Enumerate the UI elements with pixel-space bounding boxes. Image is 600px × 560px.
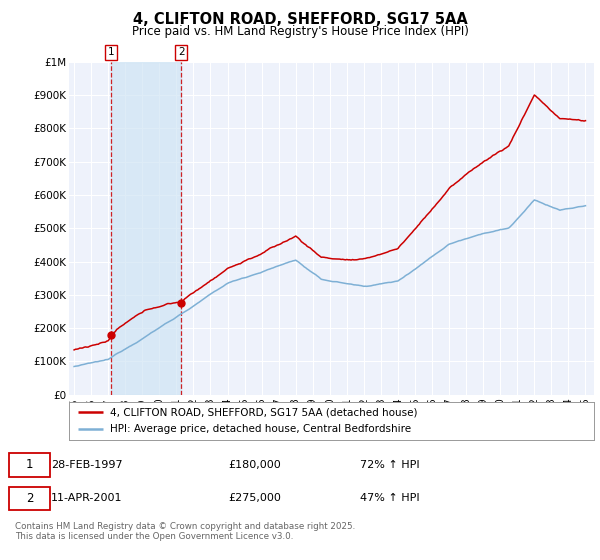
Text: 28-FEB-1997: 28-FEB-1997 (51, 460, 122, 470)
Text: HPI: Average price, detached house, Central Bedfordshire: HPI: Average price, detached house, Cent… (110, 424, 411, 435)
Text: Price paid vs. HM Land Registry's House Price Index (HPI): Price paid vs. HM Land Registry's House … (131, 25, 469, 38)
Text: 11-APR-2001: 11-APR-2001 (51, 493, 122, 503)
FancyBboxPatch shape (9, 453, 50, 477)
Text: 2: 2 (178, 48, 184, 58)
Text: 4, CLIFTON ROAD, SHEFFORD, SG17 5AA: 4, CLIFTON ROAD, SHEFFORD, SG17 5AA (133, 12, 467, 27)
Text: 72% ↑ HPI: 72% ↑ HPI (360, 460, 419, 470)
Text: Contains HM Land Registry data © Crown copyright and database right 2025.
This d: Contains HM Land Registry data © Crown c… (15, 522, 355, 542)
Text: 2: 2 (26, 492, 33, 505)
Text: £180,000: £180,000 (228, 460, 281, 470)
FancyBboxPatch shape (9, 487, 50, 510)
Text: 4, CLIFTON ROAD, SHEFFORD, SG17 5AA (detached house): 4, CLIFTON ROAD, SHEFFORD, SG17 5AA (det… (110, 407, 418, 417)
Text: £275,000: £275,000 (228, 493, 281, 503)
Text: 1: 1 (107, 48, 114, 58)
Bar (111, 62, 181, 395)
Text: 47% ↑ HPI: 47% ↑ HPI (360, 493, 419, 503)
Text: 1: 1 (26, 458, 33, 472)
